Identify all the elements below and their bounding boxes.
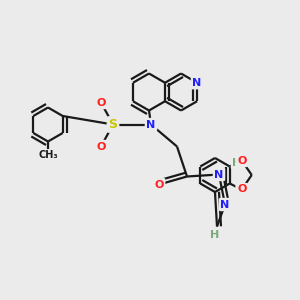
Text: N: N [192, 78, 202, 88]
Text: H: H [210, 230, 220, 239]
Text: H: H [232, 158, 242, 167]
Text: O: O [237, 184, 246, 194]
Text: O: O [96, 98, 106, 107]
Text: N: N [220, 200, 230, 209]
Text: N: N [214, 169, 224, 179]
Text: O: O [96, 142, 106, 152]
Text: N: N [146, 119, 156, 130]
Text: O: O [237, 155, 246, 166]
Text: O: O [154, 179, 164, 190]
Text: CH₃: CH₃ [38, 151, 58, 160]
Text: S: S [109, 118, 118, 131]
